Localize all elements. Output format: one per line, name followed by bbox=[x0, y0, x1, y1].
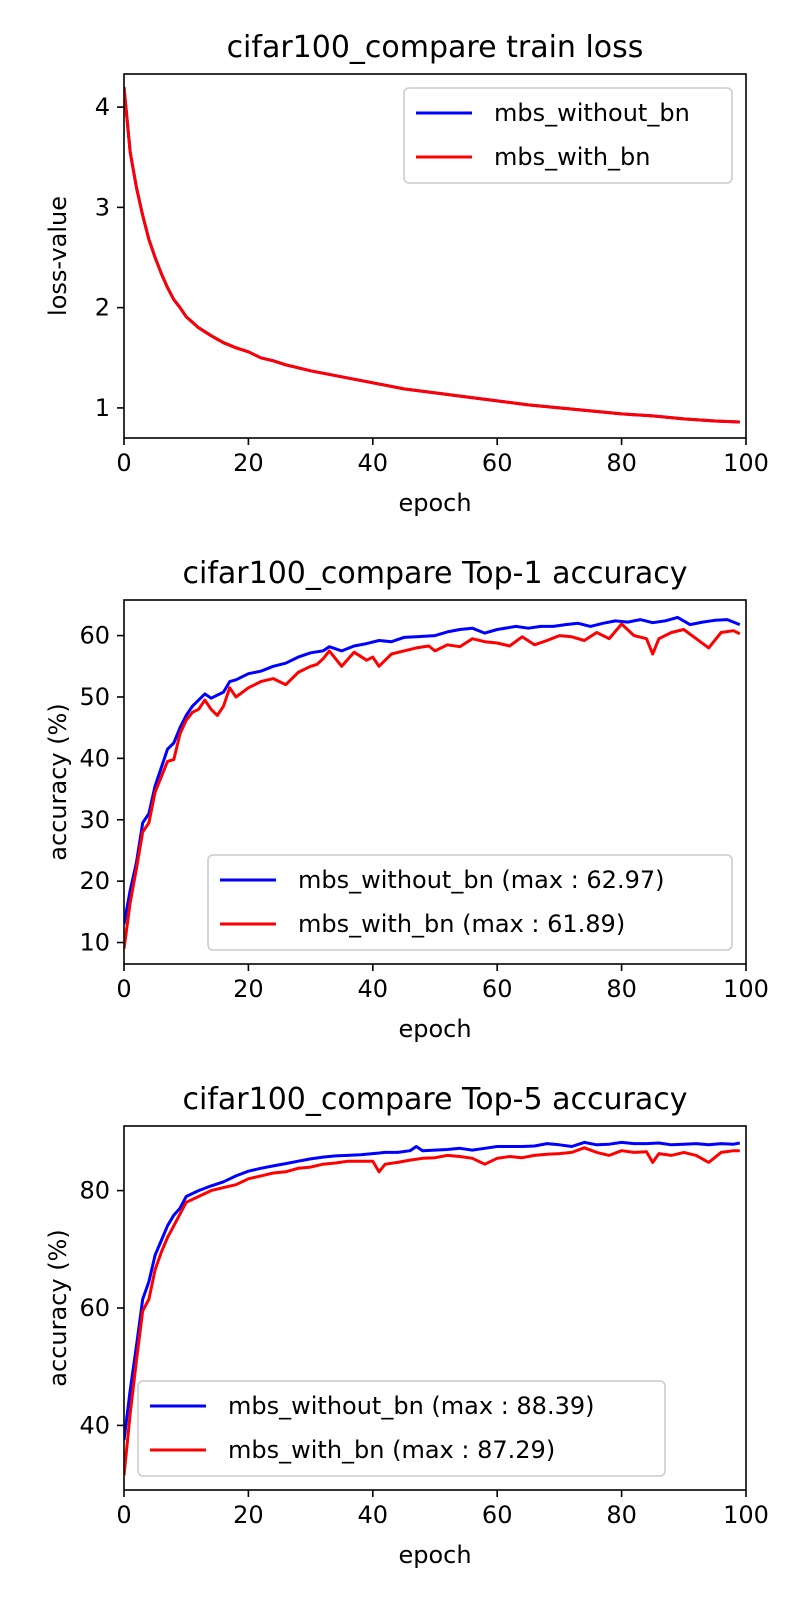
x-tick-label: 100 bbox=[723, 975, 769, 1003]
legend-box bbox=[207, 854, 733, 951]
legend-label: mbs_with_bn (max : 61.89) bbox=[298, 910, 625, 938]
y-tick-label: 30 bbox=[79, 806, 110, 834]
x-tick-label: 40 bbox=[358, 975, 389, 1003]
y-tick-label: 50 bbox=[79, 683, 110, 711]
series-line-2 bbox=[124, 622, 741, 949]
x-axis-label: epoch bbox=[398, 489, 471, 517]
series-line-1 bbox=[124, 1140, 741, 1441]
x-tick-label: 40 bbox=[358, 449, 389, 477]
series-line-1 bbox=[124, 615, 741, 925]
x-axis-label: epoch bbox=[398, 1015, 471, 1043]
chart-title: cifar100_compare train loss bbox=[227, 30, 644, 65]
x-tick-label: 60 bbox=[482, 449, 513, 477]
legend-label: mbs_with_bn (max : 87.29) bbox=[228, 1436, 555, 1464]
plot-frame bbox=[123, 1125, 747, 1491]
chart-3: cifar100_compare Top-5 accuracy 0 20 40 60 80… bbox=[44, 1082, 769, 1569]
x-tick-label: 80 bbox=[606, 449, 637, 477]
x-tick-label: 0 bbox=[116, 449, 131, 477]
y-tick-label: 40 bbox=[79, 744, 110, 772]
y-axis-label: loss-value bbox=[44, 196, 72, 316]
x-tick-label: 0 bbox=[116, 1501, 131, 1529]
legend-box bbox=[403, 87, 733, 184]
legend-box bbox=[137, 1380, 666, 1477]
legend: mbs_without_bn (max : 62.97) mbs_with_bn … bbox=[207, 854, 733, 951]
plot-frame bbox=[123, 599, 747, 965]
series-line-2 bbox=[124, 1146, 740, 1476]
chart-title: cifar100_compare Top-5 accuracy bbox=[183, 1082, 688, 1117]
chart-title: cifar100_compare Top-1 accuracy bbox=[183, 556, 688, 591]
x-tick-label: 100 bbox=[723, 1501, 769, 1529]
y-tick-label: 4 bbox=[95, 93, 110, 121]
y-tick-label: 60 bbox=[79, 622, 110, 650]
y-tick-label: 60 bbox=[79, 1294, 110, 1322]
y-axis-label: accuracy (%) bbox=[44, 1229, 72, 1386]
series-line-2 bbox=[124, 86, 740, 424]
x-tick-label: 40 bbox=[358, 1501, 389, 1529]
y-tick-label: 20 bbox=[79, 867, 110, 895]
legend-label: mbs_without_bn (max : 88.39) bbox=[228, 1392, 594, 1420]
x-tick-label: 20 bbox=[233, 975, 264, 1003]
plot-frame bbox=[123, 73, 747, 439]
y-tick-label: 2 bbox=[95, 294, 110, 322]
chart-1: cifar100_compare train loss 0 20 40 60 80 100 1… bbox=[44, 30, 769, 517]
y-tick-label: 1 bbox=[95, 394, 110, 422]
legend: mbs_without_bn (max : 88.39) mbs_with_bn … bbox=[137, 1380, 666, 1477]
x-tick-label: 0 bbox=[116, 975, 131, 1003]
legend-label: mbs_with_bn bbox=[494, 143, 650, 171]
x-tick-label: 20 bbox=[233, 449, 264, 477]
legend-label: mbs_without_bn (max : 62.97) bbox=[298, 866, 664, 894]
x-tick-label: 60 bbox=[482, 1501, 513, 1529]
x-tick-label: 100 bbox=[723, 449, 769, 477]
chart-2: cifar100_compare Top-1 accuracy 0 20 40 60 80… bbox=[44, 556, 769, 1043]
x-axis-label: epoch bbox=[398, 1541, 471, 1569]
x-tick-label: 80 bbox=[606, 1501, 637, 1529]
x-tick-label: 80 bbox=[606, 975, 637, 1003]
y-axis-label: accuracy (%) bbox=[44, 703, 72, 860]
y-tick-label: 10 bbox=[79, 929, 110, 957]
y-tick-label: 80 bbox=[79, 1177, 110, 1205]
y-tick-label: 3 bbox=[95, 193, 110, 221]
x-tick-label: 60 bbox=[482, 975, 513, 1003]
legend: mbs_without_bn mbs_with_bn bbox=[403, 87, 733, 184]
legend-label: mbs_without_bn bbox=[494, 99, 690, 127]
x-tick-label: 20 bbox=[233, 1501, 264, 1529]
y-tick-label: 40 bbox=[79, 1411, 110, 1439]
